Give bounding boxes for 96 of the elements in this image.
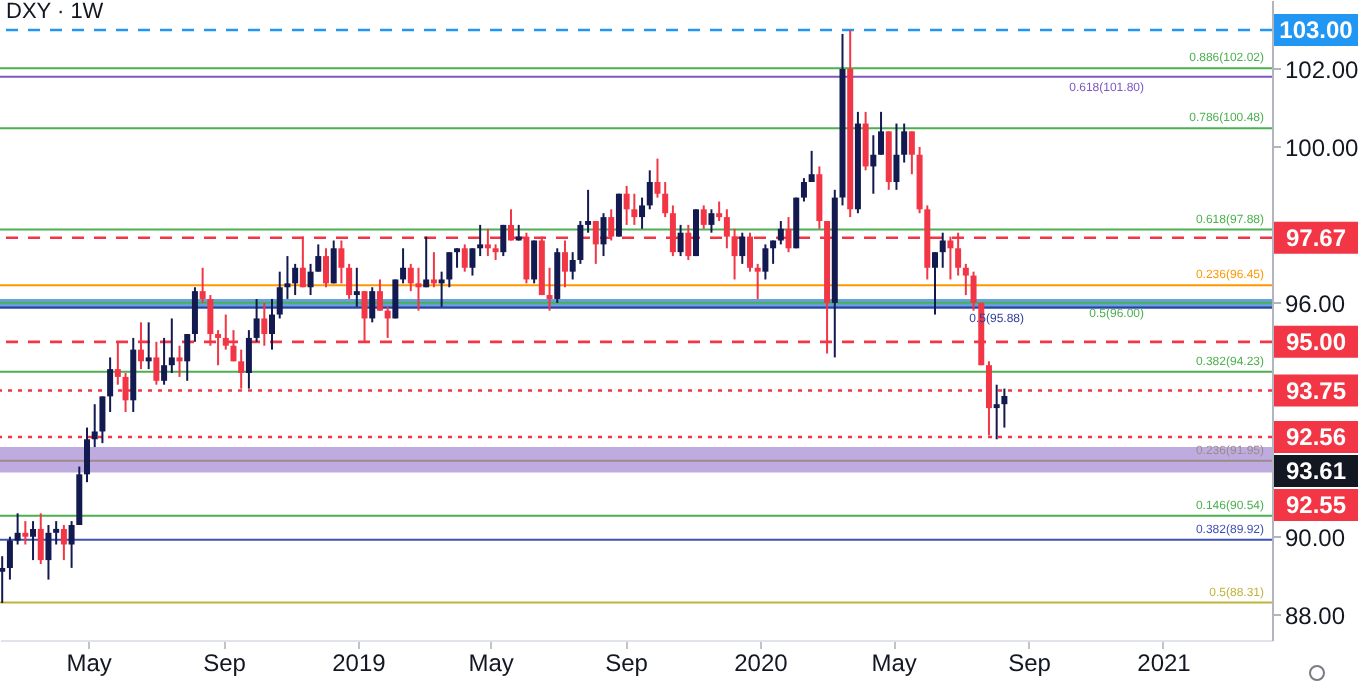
candlestick bbox=[91, 403, 98, 449]
candlestick bbox=[22, 520, 29, 546]
candlestick bbox=[708, 208, 715, 234]
candlestick bbox=[430, 251, 437, 289]
candlestick bbox=[677, 223, 684, 258]
candlestick bbox=[53, 520, 60, 546]
candlestick bbox=[84, 426, 90, 484]
candlestick bbox=[546, 266, 553, 312]
x-tick-label: May bbox=[468, 649, 514, 677]
candlestick bbox=[623, 184, 630, 226]
x-tick-label: Sep bbox=[605, 649, 649, 677]
candlestick bbox=[870, 134, 877, 195]
x-tick-label: Sep bbox=[203, 649, 247, 677]
candlestick bbox=[615, 192, 622, 238]
candlestick bbox=[808, 149, 815, 184]
text: 92.55 bbox=[1285, 490, 1347, 519]
ref-line-label: 95.00 bbox=[1285, 327, 1347, 356]
x-tick-label: 2020 bbox=[734, 649, 789, 677]
candlestick bbox=[878, 110, 885, 156]
candlestick bbox=[376, 278, 383, 312]
candlestick bbox=[168, 317, 175, 375]
ref-line-label: 93.75 bbox=[1285, 376, 1347, 405]
candlestick bbox=[932, 251, 938, 316]
chart-title: DXY · 1W bbox=[6, 0, 104, 24]
candlestick bbox=[176, 344, 183, 378]
y-tick-label: 90.00 bbox=[1285, 523, 1346, 552]
candlestick bbox=[184, 333, 191, 382]
candlestick bbox=[30, 520, 37, 562]
candlestick bbox=[600, 212, 607, 258]
ref-line-label: 92.56 bbox=[1285, 422, 1347, 451]
x-tick-label: May bbox=[66, 649, 112, 677]
y-tick-label: 96.00 bbox=[1285, 289, 1346, 318]
candlestick bbox=[415, 266, 422, 312]
candlestick bbox=[754, 262, 761, 300]
x-tick-label: Sep bbox=[1008, 649, 1052, 677]
candlestick bbox=[454, 247, 461, 269]
candlestick bbox=[6, 535, 13, 581]
candlestick bbox=[330, 239, 337, 285]
candlestick bbox=[60, 524, 67, 562]
candlestick bbox=[107, 356, 114, 413]
x-tick-label: 2019 bbox=[332, 649, 387, 677]
candlestick bbox=[639, 196, 646, 230]
candlestick bbox=[554, 247, 561, 304]
candlestick bbox=[939, 231, 946, 269]
candlestick bbox=[700, 204, 707, 230]
x-tick-label: May bbox=[871, 649, 917, 677]
candlestick bbox=[631, 192, 638, 226]
candlestick bbox=[0, 555, 6, 604]
candlestick bbox=[531, 239, 538, 285]
candlestick bbox=[901, 122, 908, 164]
candlestick bbox=[392, 278, 399, 320]
candlestick bbox=[739, 231, 746, 265]
candlestick bbox=[191, 286, 198, 343]
candlestick bbox=[762, 243, 769, 281]
y-tick-label: 88.00 bbox=[1285, 601, 1346, 630]
ref-line-label: 103.00 bbox=[1279, 16, 1354, 45]
candlestick bbox=[500, 223, 507, 258]
candlestick bbox=[469, 247, 476, 277]
candlestick bbox=[662, 181, 669, 219]
candlestick bbox=[716, 200, 723, 222]
candlestick bbox=[99, 395, 106, 445]
candlestick bbox=[477, 223, 484, 258]
candlestick bbox=[346, 262, 353, 300]
candlestick bbox=[962, 262, 969, 297]
candlestick bbox=[862, 110, 869, 172]
candlestick bbox=[646, 169, 653, 211]
candlestick bbox=[816, 165, 823, 230]
candlestick bbox=[245, 329, 252, 390]
candlestick bbox=[161, 336, 168, 386]
candlestick bbox=[322, 247, 329, 289]
candlestick bbox=[353, 266, 360, 308]
y-tick-label: 100.00 bbox=[1285, 133, 1358, 162]
text: 93.61 bbox=[1285, 456, 1347, 485]
candlestick bbox=[400, 247, 407, 285]
candlestick bbox=[770, 239, 777, 265]
candlestick bbox=[654, 157, 661, 199]
y-tick-label: 102.00 bbox=[1285, 55, 1358, 84]
candlestick bbox=[461, 243, 468, 273]
candlestick bbox=[292, 262, 299, 297]
candlestick bbox=[14, 512, 21, 546]
candlestick bbox=[269, 297, 276, 351]
candlestick bbox=[423, 235, 430, 289]
candlestick bbox=[45, 524, 52, 581]
candlestick bbox=[37, 512, 44, 565]
candlestick bbox=[777, 220, 784, 246]
candlestick bbox=[993, 383, 1000, 441]
candlestick bbox=[307, 262, 314, 297]
candlestick bbox=[585, 188, 592, 234]
candlestick bbox=[369, 286, 376, 324]
ref-line-label: 97.67 bbox=[1285, 223, 1347, 252]
candlestick bbox=[908, 130, 915, 176]
candlestick bbox=[253, 297, 260, 343]
candlestick bbox=[800, 177, 807, 203]
candlestick bbox=[145, 321, 152, 371]
candlestick bbox=[893, 122, 900, 191]
x-tick-label: 2021 bbox=[1137, 649, 1192, 677]
